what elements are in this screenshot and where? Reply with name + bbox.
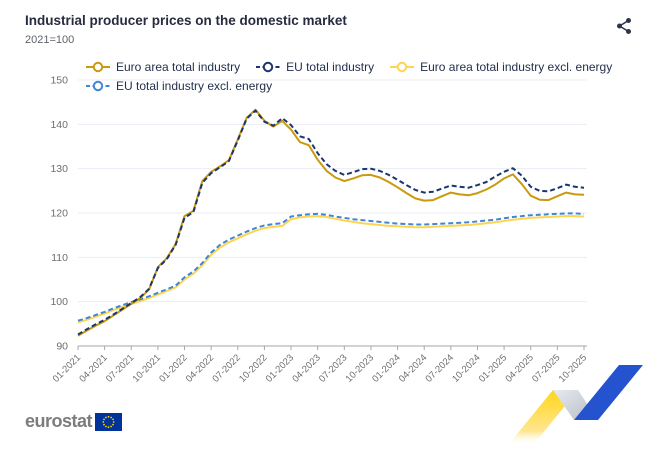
legend-label: Euro area total industry excl. energy	[420, 60, 613, 74]
legend-item-euro-area-total-industry-excl-energy[interactable]: Euro area total industry excl. energy	[390, 60, 612, 74]
legend-item-euro-area-total-industry[interactable]: Euro area total industry	[86, 60, 240, 74]
y-axis-tick-label: 150	[50, 75, 68, 87]
eu-flag-icon	[95, 412, 123, 431]
x-axis-tick-label: 10-2021	[131, 352, 163, 384]
page-title: Industrial producer prices on the domest…	[25, 13, 347, 28]
x-axis-tick-label: 10-2024	[450, 352, 482, 384]
x-axis-tick-label: 04-2022	[184, 352, 216, 384]
legend-item-eu-total-industry-excl-energy[interactable]: EU total industry excl. energy	[86, 79, 272, 93]
y-axis-tick-label: 120	[50, 208, 68, 220]
y-axis-tick-label: 130	[50, 163, 68, 175]
eurostat-ribbon-decoration	[508, 365, 643, 445]
y-axis-tick-label: 100	[50, 296, 68, 308]
line-marker-icon	[86, 61, 110, 73]
x-axis-tick-label: 07-2021	[104, 352, 136, 384]
chart-legend: Euro area total industry EU total industr…	[86, 60, 616, 93]
x-axis-tick-label: 04-2024	[397, 352, 429, 384]
x-axis-tick-label: 07-2022	[210, 352, 242, 384]
line-marker-icon	[390, 61, 415, 73]
eurostat-wordmark: eurostat	[25, 411, 93, 431]
share-button[interactable]	[614, 16, 634, 36]
x-axis-tick-label: 10-2023	[344, 352, 376, 384]
line-marker-icon	[86, 80, 110, 92]
eurostat-logo: eurostat	[25, 411, 123, 432]
line-chart: 9010011012013014015001-202104-202107-202…	[50, 75, 589, 385]
index-base-label: 2021=100	[25, 34, 75, 46]
series-line-euro-area-total-industry-excl-energy	[77, 215, 585, 324]
legend-label: EU total industry excl. energy	[116, 79, 273, 93]
x-axis-tick-label: 01-2021	[51, 352, 83, 384]
y-axis-tick-label: 140	[50, 119, 68, 131]
legend-label: EU total industry	[286, 60, 375, 74]
legend-item-eu-total-industry[interactable]: EU total industry	[256, 60, 374, 74]
y-axis-tick-label: 110	[51, 252, 68, 264]
x-axis-tick-label: 01-2024	[370, 352, 402, 384]
share-network-icon	[617, 18, 631, 34]
series-line-eu-total-industry	[77, 109, 585, 336]
x-axis-tick-label: 04-2021	[77, 352, 109, 384]
y-axis-tick-label: 90	[56, 341, 68, 353]
legend-label: Euro area total industry	[116, 60, 241, 74]
line-marker-icon	[256, 61, 281, 73]
x-axis-tick-label: 10-2022	[237, 352, 269, 384]
x-axis-tick-label: 01-2022	[157, 352, 189, 384]
x-axis-tick-label: 01-2023	[264, 352, 296, 384]
x-axis-tick-label: 04-2023	[290, 352, 322, 384]
x-axis-tick-label: 07-2023	[317, 352, 349, 384]
x-axis-tick-label: 07-2024	[424, 352, 456, 384]
series-line-eu-total-industry-excl-energy	[77, 212, 585, 322]
